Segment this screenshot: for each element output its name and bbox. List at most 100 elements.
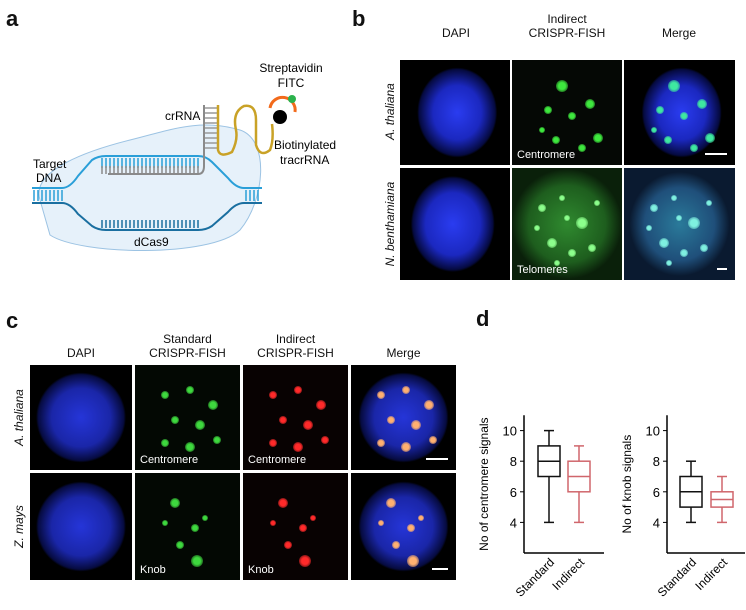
signal-spot <box>407 524 415 532</box>
signal-spot <box>664 136 672 144</box>
signal-spot <box>411 420 421 430</box>
signal-spot <box>564 215 570 221</box>
micrograph-c-standard-2: Knob <box>135 473 240 580</box>
micrograph-c-indirect-2: Knob <box>243 473 348 580</box>
tracrrna-label: tracrRNA <box>280 153 329 167</box>
signal-spot <box>270 520 276 526</box>
signal-spot <box>316 400 326 410</box>
panel-c-label: c <box>6 308 19 333</box>
micrograph-c-merge-1 <box>351 365 456 470</box>
signal-spot <box>534 225 540 231</box>
signal-spot <box>576 217 588 229</box>
header-c-standard: Standard CRISPR-FISH <box>135 332 240 360</box>
signal-spot <box>161 439 169 447</box>
signal-spot <box>671 195 677 201</box>
signal-spot <box>386 498 396 508</box>
signal-spot <box>424 400 434 410</box>
panel-a-label: a <box>6 6 19 31</box>
signal-spot <box>646 225 652 231</box>
scale-bar <box>432 568 448 570</box>
signal-spot <box>402 386 410 394</box>
header-c-merge: Merge <box>386 346 421 360</box>
signal-spot <box>568 249 576 257</box>
header-c-dapi: DAPI <box>66 346 95 360</box>
signal-spot <box>191 524 199 532</box>
signal-spot <box>195 420 205 430</box>
caption-telomeres: Telomeres <box>517 264 568 276</box>
signal-spot <box>680 249 688 257</box>
target-label: Target <box>33 157 67 171</box>
y-tick-label: 4 <box>510 515 517 530</box>
row-label-a-thaliana-c: A. thaliana <box>12 389 26 446</box>
micrograph-b-dapi-2 <box>400 168 510 280</box>
micrograph-b-fish-2: Telomeres <box>512 168 622 280</box>
signal-spot <box>593 133 603 143</box>
signal-spot <box>690 144 698 152</box>
signal-spot <box>554 260 560 266</box>
x-tick-label: Standard <box>655 555 699 599</box>
dcas9-shape <box>38 124 262 251</box>
signal-spot <box>680 112 688 120</box>
signal-spot <box>538 204 546 212</box>
signal-spot <box>556 80 568 92</box>
signal-spot <box>202 515 208 521</box>
y-tick-label: 6 <box>510 485 517 500</box>
dna-strand-top <box>32 155 262 189</box>
signal-spot <box>191 555 203 567</box>
signal-spot <box>568 112 576 120</box>
fitc-icon <box>288 95 296 103</box>
signal-spot <box>269 439 277 447</box>
signal-spot <box>208 400 218 410</box>
signal-spot <box>377 391 385 399</box>
signal-spot <box>321 436 329 444</box>
box-plot-1: 4 6 8 10 No of centromere signals StandardInd… <box>477 415 604 600</box>
signal-spot <box>185 442 195 452</box>
signal-spot <box>700 244 708 252</box>
micrograph-c-dapi-1 <box>30 365 132 470</box>
micrograph-c-indirect-1: Centromere <box>243 365 348 470</box>
micrograph-b-merge-2 <box>624 168 735 280</box>
crrna-strand <box>108 105 205 175</box>
signal-spot <box>650 204 658 212</box>
signal-spot <box>429 436 437 444</box>
y-tick-label: 6 <box>653 485 660 500</box>
signal-spot <box>656 106 664 114</box>
fitc-label: FITC <box>278 76 305 90</box>
signal-spot <box>377 439 385 447</box>
biotin-icon <box>273 110 287 124</box>
signal-spot <box>293 442 303 452</box>
signal-spot <box>418 515 424 521</box>
signal-spot <box>392 541 400 549</box>
signal-spot <box>310 515 316 521</box>
header-standard-line2: CRISPR-FISH <box>149 346 226 360</box>
signal-spot <box>278 498 288 508</box>
signal-spot <box>176 541 184 549</box>
header-indirect-line1: Indirect <box>547 12 587 26</box>
x-tick-label: Standard <box>513 555 557 599</box>
signal-spot <box>186 386 194 394</box>
signal-spot <box>697 99 707 109</box>
row-label-z-mays: Z. mays <box>12 505 26 548</box>
signal-spot <box>705 133 715 143</box>
signal-spot <box>299 555 311 567</box>
signal-spot <box>659 238 669 248</box>
panel-d-label: d <box>476 306 490 331</box>
x-tick-label: Indirect <box>692 555 730 593</box>
scale-bar <box>705 153 727 155</box>
row-label-a-thaliana: A. thaliana <box>383 83 397 140</box>
header-indirect-line1: Indirect <box>275 332 316 346</box>
caption-centromere: Centromere <box>140 454 199 466</box>
signal-spot <box>559 195 565 201</box>
x-tick-label: Indirect <box>549 555 587 593</box>
row-label-n-benthamiana: N. benthamiana <box>383 181 397 267</box>
micrograph-b-merge-1 <box>624 60 735 165</box>
panel-b-label: b <box>352 6 366 31</box>
streptavidin-arc <box>268 95 297 113</box>
signal-spot <box>284 541 292 549</box>
signal-spot <box>578 144 586 152</box>
crrna-label: crRNA <box>165 109 200 123</box>
y-tick-label: 8 <box>510 454 517 469</box>
signal-spot <box>299 524 307 532</box>
